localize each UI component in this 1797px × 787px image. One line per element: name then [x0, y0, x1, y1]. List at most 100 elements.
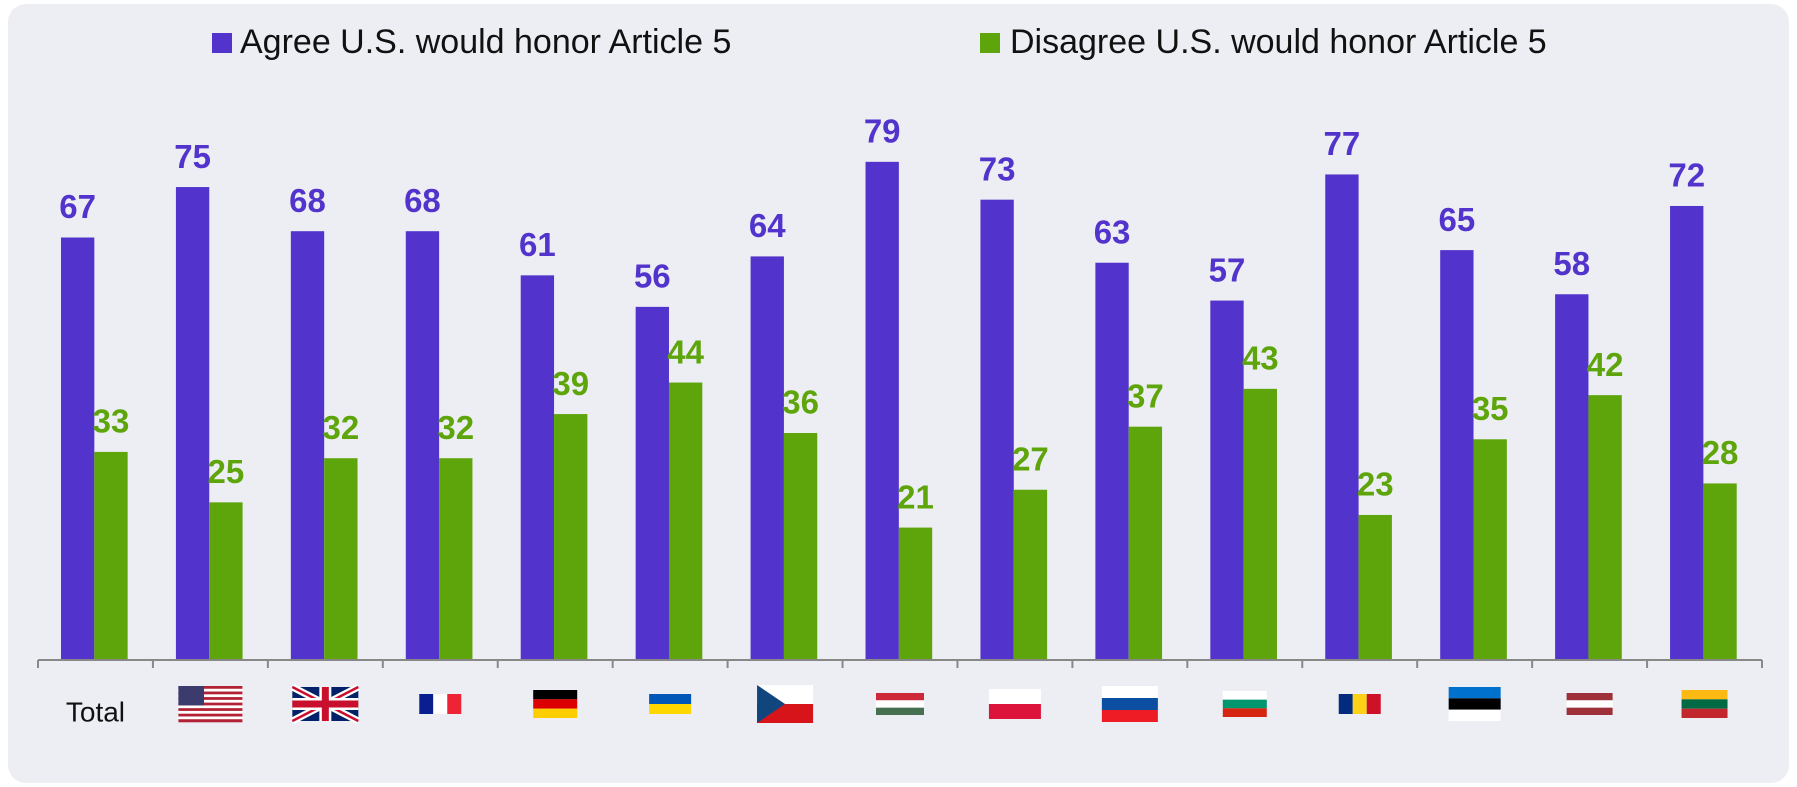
legend-label: Disagree U.S. would honor Article 5 [1010, 23, 1547, 61]
flag-stripe [433, 694, 448, 714]
flag-stripe [447, 694, 462, 714]
bar [1588, 395, 1622, 660]
flag-stripe [533, 690, 578, 700]
bar [439, 458, 473, 660]
flag-icon [876, 693, 924, 715]
flag-stripe [178, 710, 243, 714]
bar [554, 414, 588, 660]
data-label: 65 [1438, 201, 1475, 238]
flag-stripe [1681, 699, 1728, 709]
flag-stripe [1101, 686, 1158, 698]
flag-stripe [178, 694, 243, 698]
data-label: 57 [1209, 251, 1246, 288]
bar [1013, 489, 1048, 660]
flag-icon [419, 694, 462, 714]
data-label: 32 [322, 409, 359, 446]
bar [980, 199, 1014, 660]
data-label: 25 [208, 453, 245, 490]
bar [1325, 174, 1359, 660]
bar [324, 458, 358, 660]
bar [1555, 294, 1589, 660]
flag-stripe [649, 694, 692, 704]
flag-stripe [178, 697, 243, 701]
legend: Agree U.S. would honor Article 5 Disagre… [212, 23, 1547, 61]
data-label: 39 [552, 365, 589, 402]
bar [750, 256, 784, 660]
flag-icon [1566, 693, 1613, 715]
bar [1473, 439, 1507, 660]
data-label: 27 [1012, 440, 1049, 477]
flag-icon [533, 690, 578, 718]
bar [1440, 250, 1474, 660]
flag-stripe [1681, 708, 1728, 718]
data-label: 32 [437, 409, 474, 446]
data-label: 21 [897, 478, 934, 515]
flag-stripe [1101, 710, 1158, 722]
flag-icon [1338, 694, 1381, 714]
bar [865, 161, 899, 660]
data-label: 23 [1357, 466, 1394, 503]
flag-canton [178, 686, 204, 706]
flag-stripe [178, 691, 243, 695]
legend-swatch [212, 33, 232, 53]
flag-icon [1448, 687, 1501, 721]
flag-icon [649, 694, 692, 714]
bar [175, 187, 210, 660]
flag-stripe [649, 704, 692, 714]
flag-stripe [178, 716, 243, 720]
flag-icon [988, 689, 1041, 719]
flag-stripe [1222, 708, 1267, 717]
flag-stripe [533, 699, 578, 709]
data-label: 68 [289, 182, 326, 219]
data-label: 58 [1553, 245, 1590, 282]
flag-stripe [876, 693, 924, 701]
data-label: 43 [1242, 340, 1279, 377]
flag-icon [757, 685, 814, 723]
bar [209, 502, 243, 660]
data-label: 75 [174, 138, 211, 175]
data-label: 73 [979, 150, 1016, 187]
flag-stripe [178, 719, 243, 723]
bar [1128, 426, 1163, 660]
flag-stripe [1222, 699, 1267, 709]
flag-stripe [533, 708, 578, 718]
bar [60, 237, 95, 660]
bar [1095, 262, 1129, 660]
flag-stripe [178, 688, 243, 692]
flag-stripe [1681, 690, 1728, 700]
flag-stripe [1352, 694, 1367, 714]
data-label: 42 [1587, 346, 1624, 383]
flag-stripe [1566, 700, 1613, 708]
flag-triangle [757, 685, 786, 723]
bar [520, 275, 555, 660]
data-label: 63 [1094, 213, 1131, 250]
data-label: 72 [1668, 157, 1705, 194]
data-label: 77 [1324, 125, 1361, 162]
flag-icon [1681, 690, 1728, 718]
flag-stripe [988, 704, 1041, 719]
x-tick-label: Total [66, 696, 125, 727]
bar [668, 382, 703, 660]
flag-stripe [1566, 693, 1613, 701]
flag-stripe [178, 713, 243, 717]
bar [1670, 205, 1704, 660]
data-label: 61 [519, 226, 556, 263]
data-label: 35 [1472, 390, 1509, 427]
data-label: 64 [749, 207, 786, 244]
data-label: 67 [59, 188, 96, 225]
flag-stripe [1566, 707, 1613, 715]
data-label: 68 [404, 182, 441, 219]
flag-icon [178, 686, 243, 723]
data-label: 36 [782, 384, 819, 421]
flag-icon [1222, 691, 1267, 717]
flag-stripe [1448, 687, 1501, 699]
flag-stripe [876, 700, 924, 708]
bar [898, 527, 933, 660]
legend-label: Agree U.S. would honor Article 5 [240, 23, 731, 61]
data-label: 33 [93, 403, 130, 440]
flag-stripe [1101, 698, 1158, 710]
flag-icon [290, 683, 360, 725]
bar [1358, 514, 1392, 660]
data-label: 28 [1702, 434, 1739, 471]
flag-stripe [1338, 694, 1353, 714]
